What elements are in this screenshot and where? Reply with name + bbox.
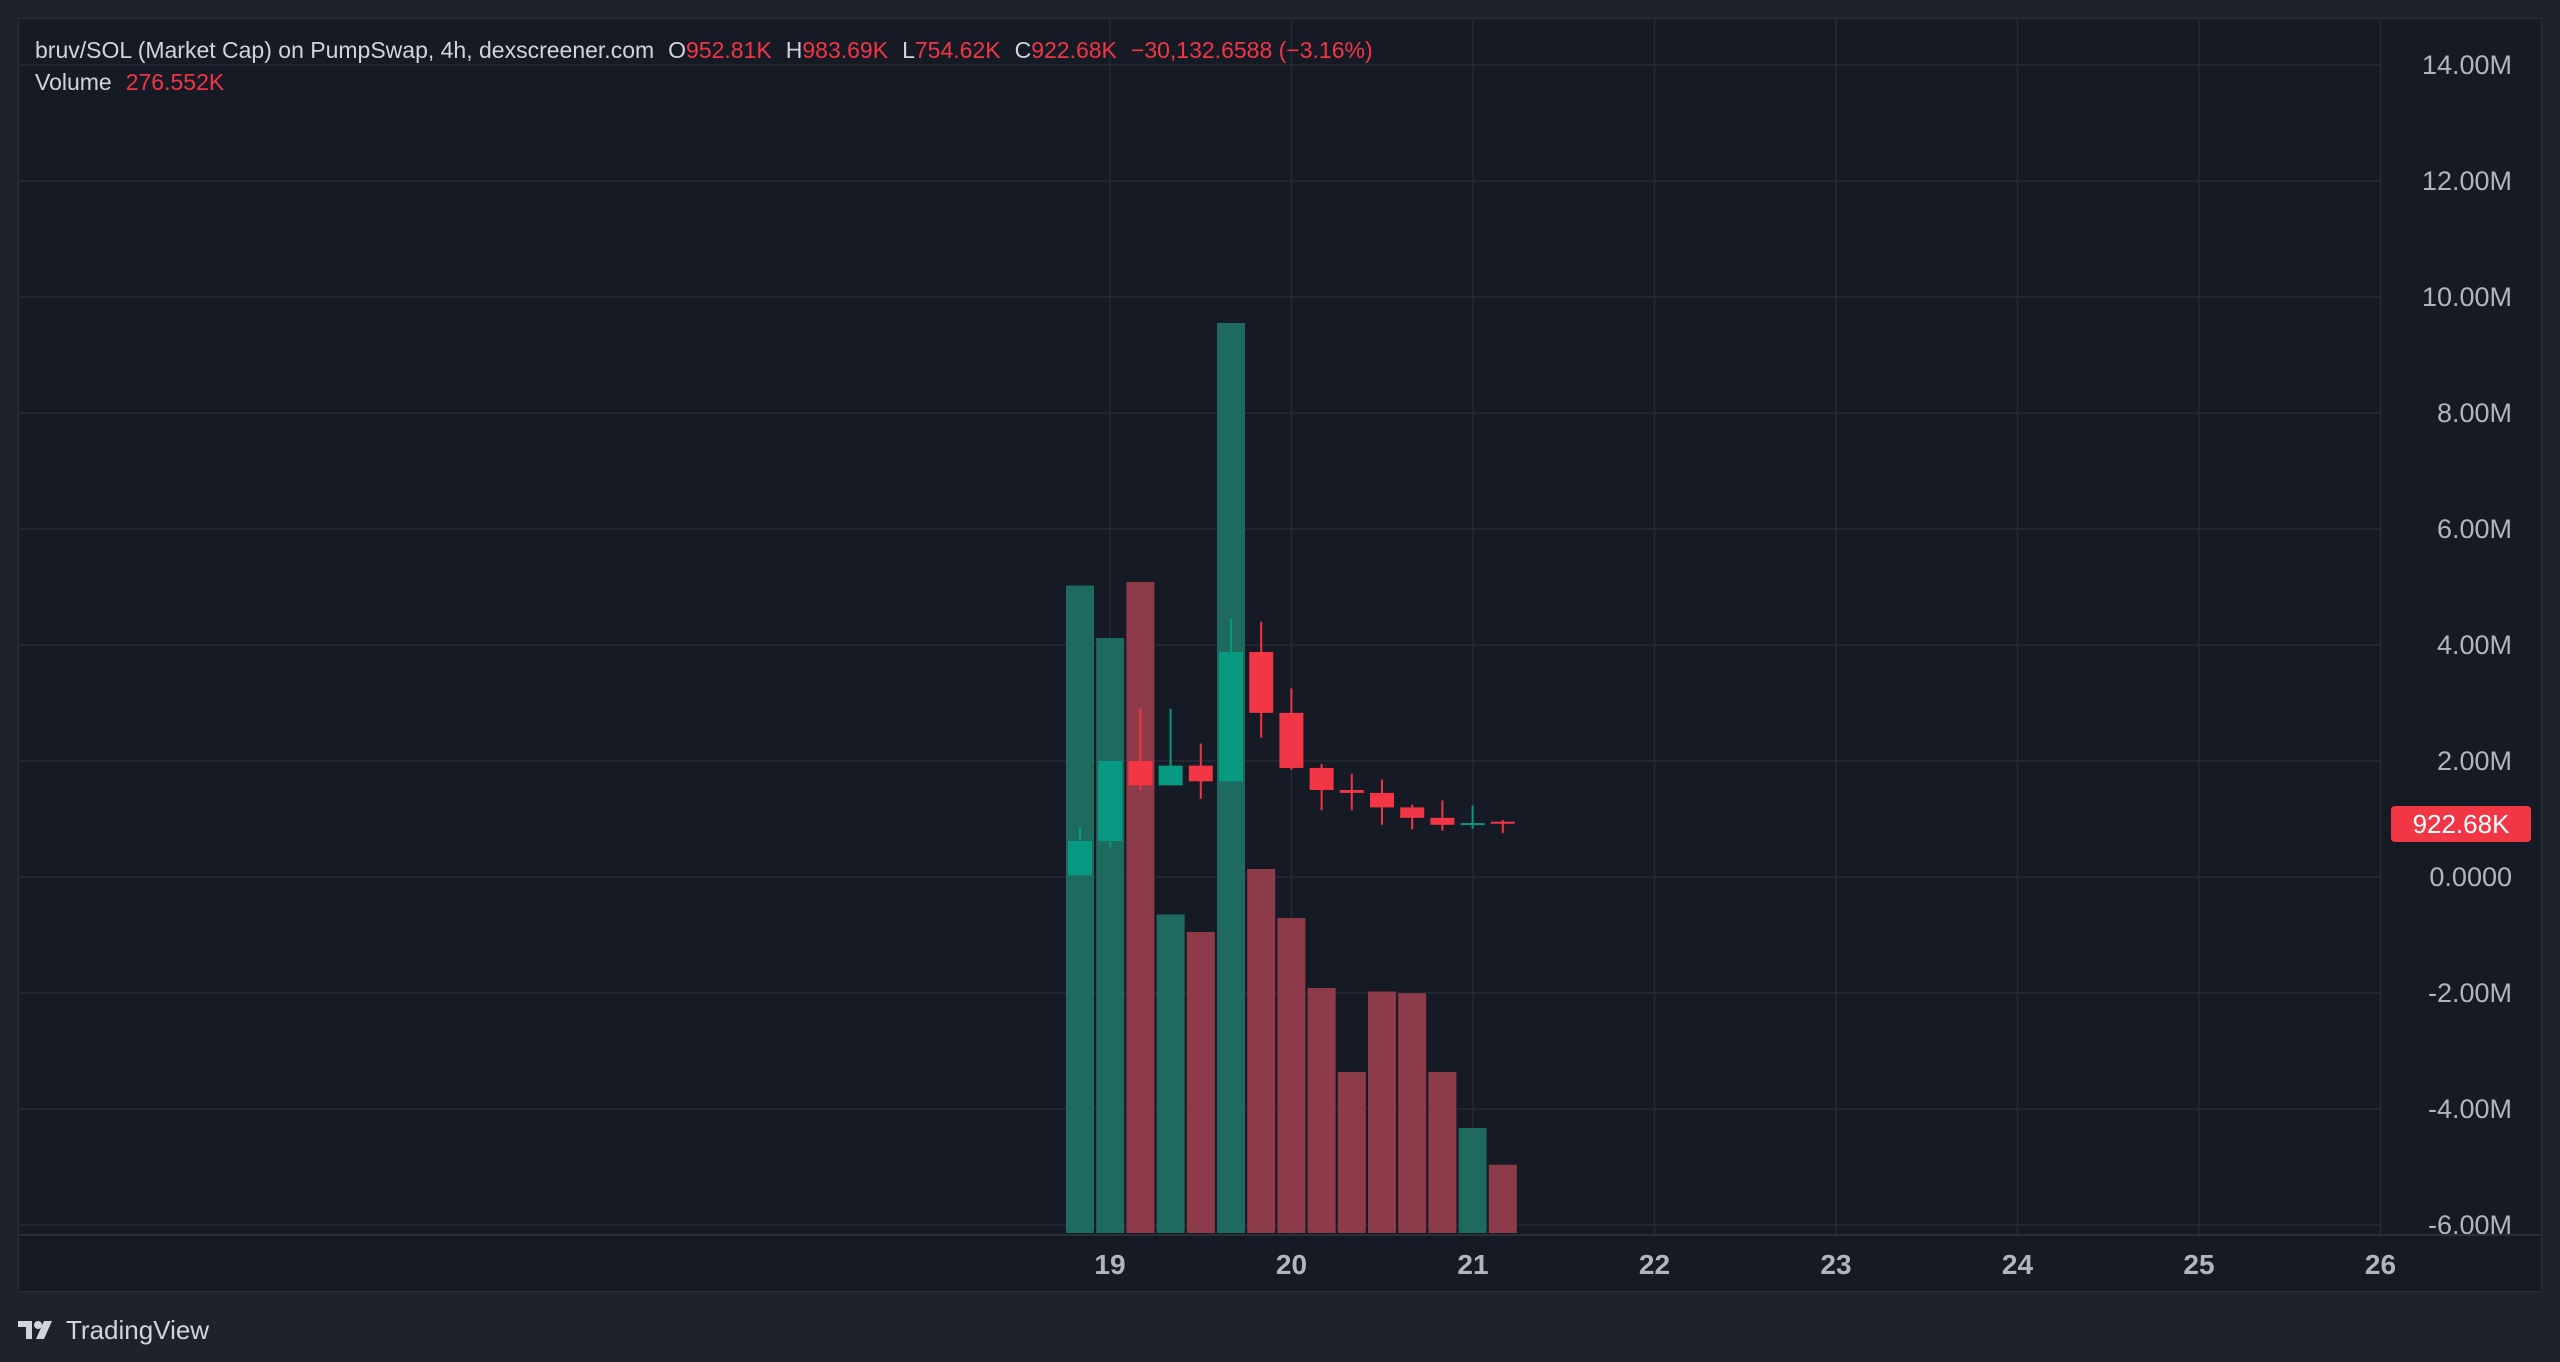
volume-bar xyxy=(1488,1164,1517,1233)
price-tick-label: 2.00M xyxy=(2437,746,2512,776)
candle-body xyxy=(1400,807,1425,818)
candle-body xyxy=(1460,823,1485,826)
volume-bar xyxy=(1428,1072,1457,1233)
time-tick-label: 20 xyxy=(1276,1249,1307,1280)
chart-legend: bruv/SOL (Market Cap) on PumpSwap, 4h, d… xyxy=(35,34,1373,98)
price-tick-label: 4.00M xyxy=(2437,630,2512,660)
last-price-label: 922.68K xyxy=(2391,806,2531,842)
legend-volume-value: 276.552K xyxy=(125,69,225,95)
candle-body xyxy=(1339,790,1364,793)
time-tick-label: 19 xyxy=(1094,1249,1125,1280)
candle-body xyxy=(1068,841,1092,876)
volume-bar xyxy=(1458,1128,1487,1233)
volume-bar xyxy=(1307,988,1336,1233)
candle-body xyxy=(1249,651,1274,713)
time-tick-label: 26 xyxy=(2365,1249,2396,1280)
volume-bar xyxy=(1277,918,1306,1233)
candle-body xyxy=(1219,651,1243,782)
legend-volume-row: Volume 276.552K xyxy=(35,66,1373,98)
legend-close-key: C xyxy=(1014,37,1032,63)
time-tick-label: 24 xyxy=(2002,1249,2034,1280)
volume-bar xyxy=(1337,1072,1366,1233)
candle-body xyxy=(1158,765,1183,786)
legend-high-value: 983.69K xyxy=(802,37,889,63)
legend-main-row: bruv/SOL (Market Cap) on PumpSwap, 4h, d… xyxy=(35,34,1373,66)
price-tick-label: 6.00M xyxy=(2437,514,2512,544)
tradingview-brand[interactable]: TradingView xyxy=(66,1314,210,1345)
legend-change: −30,132.6588 (−3.16%) xyxy=(1130,37,1373,63)
time-tick-label: 25 xyxy=(2183,1249,2214,1280)
volume-bar xyxy=(1096,638,1125,1233)
legend-low-key: L xyxy=(902,37,915,63)
candle-body xyxy=(1279,712,1304,768)
price-tick-label: 10.00M xyxy=(2422,282,2512,312)
volume-bar xyxy=(1186,932,1215,1233)
legend-open-key: O xyxy=(668,37,687,63)
legend-open-value: 952.81K xyxy=(686,37,772,63)
price-tick-label: -2.00M xyxy=(2428,978,2512,1008)
volume-bar xyxy=(1247,869,1276,1233)
legend-low-value: 754.62K xyxy=(914,37,1001,63)
price-axis: 14.00M 12.00M 10.00M 8.00M 6.00M 4.00M 2.00M 0.… xyxy=(2422,50,2512,1240)
candle-body xyxy=(1098,761,1123,842)
candle-body xyxy=(1370,792,1394,808)
time-tick-label: 21 xyxy=(1457,1249,1488,1280)
price-tick-label: 8.00M xyxy=(2437,398,2512,428)
footer: TradingView xyxy=(18,1310,209,1350)
time-axis: 19 20 21 22 23 24 25 26 xyxy=(1094,1249,2396,1280)
legend-high-key: H xyxy=(785,37,803,63)
time-tick-label: 23 xyxy=(1820,1249,1851,1280)
volume-bar xyxy=(1066,585,1094,1233)
legend-close-value: 922.68K xyxy=(1031,37,1117,63)
price-tick-label: 0.0000 xyxy=(2429,862,2512,892)
legend-volume-label: Volume xyxy=(35,69,112,95)
tradingview-logo-icon[interactable] xyxy=(18,1319,58,1341)
volume-bar xyxy=(1126,582,1155,1233)
candle-body xyxy=(1309,767,1334,790)
chart-svg[interactable]: 14.00M 12.00M 10.00M 8.00M 6.00M 4.00M 2.00M 0.… xyxy=(0,0,2560,1310)
volume-bar xyxy=(1368,991,1396,1233)
candle-body xyxy=(1128,761,1153,786)
price-tick-label: 14.00M xyxy=(2422,50,2512,80)
candle-body xyxy=(1490,821,1515,824)
candle-body xyxy=(1188,765,1213,782)
candle-body xyxy=(1430,817,1455,825)
candles xyxy=(1068,618,1515,876)
price-tick-label: 12.00M xyxy=(2422,166,2512,196)
volume-bar xyxy=(1156,914,1185,1233)
time-tick-label: 22 xyxy=(1639,1249,1670,1280)
legend-symbol-title: bruv/SOL (Market Cap) on PumpSwap, 4h, d… xyxy=(35,37,655,63)
volume-bar xyxy=(1398,993,1427,1233)
price-tick-label: -4.00M xyxy=(2428,1094,2512,1124)
